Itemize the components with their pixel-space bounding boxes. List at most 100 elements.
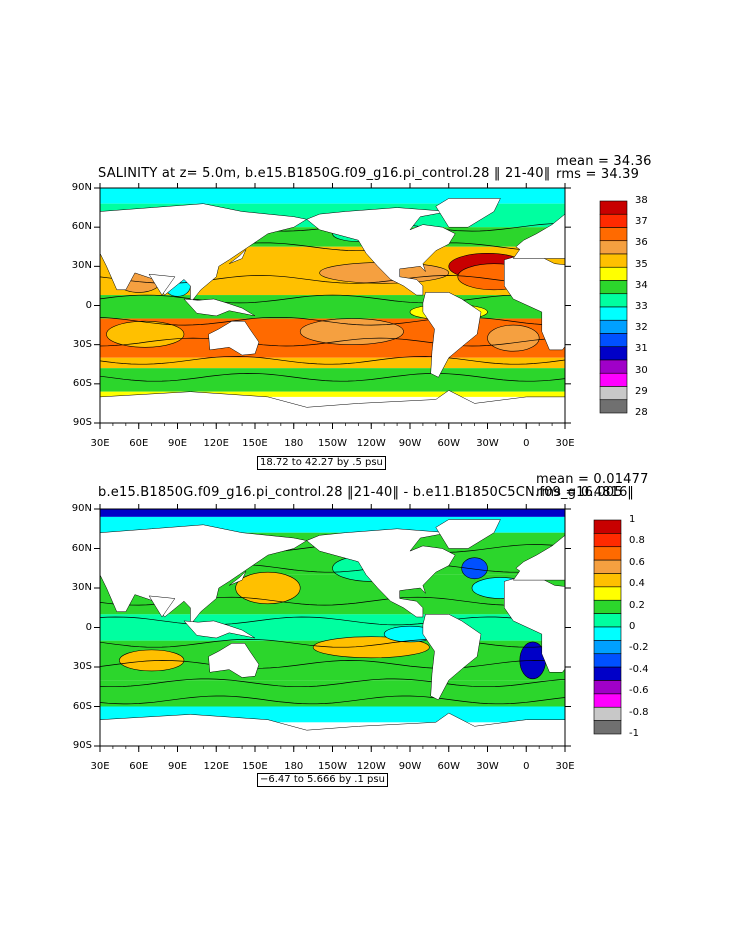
chart1-colorbar-swatch — [599, 346, 628, 361]
chart1-contour-line — [100, 294, 565, 304]
chart2-contour-line — [100, 616, 565, 626]
chart2-x-tick-label: 30W — [476, 761, 499, 772]
chart2-mean: mean = 0.01477 — [536, 472, 649, 487]
chart2-colorbar-swatch — [593, 599, 622, 614]
chart1-x-tick-label: 120W — [356, 438, 386, 449]
chart1-colorbar-swatch — [599, 227, 628, 242]
chart1-land-africa — [504, 256, 565, 351]
chart2-colorbar-swatch — [593, 640, 622, 655]
chart2-y-tick-label: 0 — [85, 621, 92, 633]
chart1-land-greenland — [435, 198, 501, 228]
chart2-y-tick-label: 30S — [72, 661, 92, 672]
chart1-colorbar-swatch — [599, 333, 628, 348]
chart1-x-tick-label: 180 — [284, 438, 304, 449]
chart2-colorbar-swatch — [593, 693, 622, 708]
chart1-y-tick-label: 90N — [71, 182, 92, 193]
chart1-x-tick-label: 90W — [398, 438, 422, 449]
chart2-colorbar-label: 1 — [629, 514, 636, 525]
chart2-x-tick-label: 0 — [523, 761, 530, 772]
chart2-colorbar-swatch — [593, 533, 622, 548]
chart1-land-nam — [306, 207, 456, 296]
chart1-x-tick-label: 150E — [242, 438, 268, 449]
chart1-range-label: 18.72 to 42.27 by .5 psu — [257, 456, 386, 470]
chart1-colorbar-swatch — [599, 386, 628, 401]
chart1-mean: mean = 34.36 — [556, 154, 652, 169]
chart1-colorbar-swatch — [599, 306, 628, 321]
chart2-map — [94, 504, 622, 752]
chart2-x-tick-label: 120W — [356, 761, 386, 772]
chart2-contour-line — [100, 695, 565, 705]
chart2-land-greenland — [435, 519, 501, 549]
chart1-x-tick-label: 30E — [90, 438, 110, 449]
chart1-colorbar-swatch — [599, 240, 628, 255]
chart1-contour-line — [100, 373, 565, 382]
chart1-colorbar-label: 31 — [635, 343, 648, 355]
chart2-colorbar-swatch — [593, 613, 622, 628]
chart1-y-tick-label: 30N — [71, 260, 92, 272]
chart1-colorbar-label: 32 — [635, 322, 648, 334]
chart1-y-tick-label: 60S — [72, 377, 92, 389]
chart1-land-sam — [422, 292, 482, 378]
chart2-land-africa — [504, 578, 565, 673]
chart2-land-australia — [208, 643, 260, 678]
chart2-contour-line — [100, 639, 565, 648]
chart1-x-tick-label: 60E — [129, 438, 149, 449]
chart2-x-tick-label: 60E — [129, 761, 149, 772]
chart2-colorbar-swatch — [593, 666, 622, 681]
chart2-x-tick-label: 30E — [90, 761, 110, 772]
chart1-band — [100, 295, 565, 319]
chart1-band — [100, 357, 565, 369]
chart2-y-tick-label: 60S — [72, 700, 92, 712]
chart2-colorbar-label: 0.8 — [629, 535, 645, 547]
chart2-x-tick-label: 150E — [242, 761, 268, 772]
chart1-colorbar-swatch — [599, 266, 628, 281]
chart2-y-tick-label: 90S — [72, 740, 92, 751]
chart1-colorbar-label: 34 — [635, 279, 648, 291]
chart1-land-eurasia2 — [512, 213, 565, 259]
chart2-x-tick-label: 30E — [555, 761, 575, 772]
chart1-colorbar-swatch — [599, 200, 628, 215]
chart2-field-cell — [235, 571, 301, 605]
chart1-colorbar-label: 29 — [635, 385, 648, 397]
chart2-x-tick-label: 150W — [318, 761, 347, 772]
chart2-colorbar-swatch — [593, 720, 622, 735]
chart1-colorbar-label: 38 — [635, 195, 648, 206]
chart1-colorbar-label: 37 — [635, 216, 648, 228]
chart1-colorbar-swatch — [599, 253, 628, 268]
chart1-x-tick-label: 90E — [167, 438, 188, 449]
chart2-land-eurasia2 — [512, 534, 565, 581]
chart2-colorbar-label: -0.4 — [629, 663, 649, 675]
chart1-colorbar-label: 33 — [635, 301, 648, 312]
chart1-x-tick-label: 150W — [318, 438, 347, 449]
chart2-colorbar-swatch — [593, 546, 622, 561]
chart2-rms: rms = 0.4816 — [536, 485, 628, 500]
chart1-field-cell — [106, 320, 185, 348]
chart2-colorbar-swatch — [593, 586, 622, 601]
chart2-range-label: −6.47 to 5.666 by .1 psu — [257, 773, 388, 787]
chart1-x-tick-label: 30E — [555, 438, 575, 449]
chart1-band — [100, 368, 565, 392]
chart1-land-indonesia — [183, 298, 256, 317]
chart2-y-tick-label: 30N — [71, 582, 92, 593]
chart2-land-india — [148, 595, 176, 618]
chart1-field-cell — [299, 318, 404, 345]
chart1-colorbar-swatch — [599, 359, 628, 374]
chart1-rms: rms = 34.39 — [556, 167, 640, 182]
chart2-colorbar-label: 0 — [629, 621, 636, 632]
chart2-land-indonesia — [183, 620, 256, 639]
chart1-colorbar-swatch — [599, 399, 628, 414]
chart2-x-tick-label: 90E — [167, 761, 188, 772]
chart1-y-tick-label: 90S — [72, 417, 92, 428]
chart1-x-tick-label: 120E — [203, 438, 229, 449]
chart1-land-japan — [229, 249, 247, 264]
chart2-colorbar-label: -0.2 — [629, 642, 649, 654]
chart2-colorbar-swatch — [593, 573, 622, 588]
chart2-contour-line — [100, 660, 565, 669]
chart1-contour-line — [100, 316, 565, 326]
chart2-land-sam — [422, 614, 482, 701]
chart1-colorbar-label: 30 — [635, 364, 648, 376]
chart1-x-tick-label: 60W — [437, 438, 461, 449]
chart2-x-tick-label: 120E — [203, 761, 229, 772]
chart2-band — [100, 509, 565, 517]
